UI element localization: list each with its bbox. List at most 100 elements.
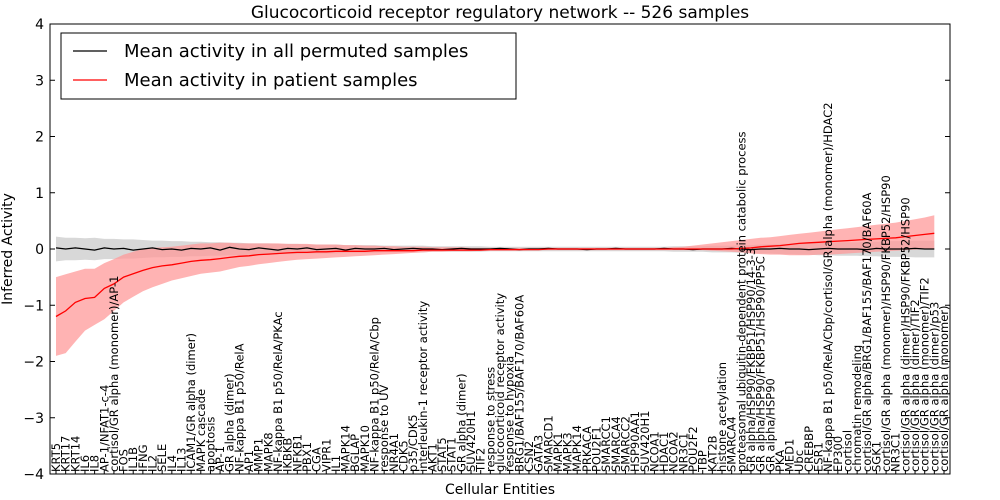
x-tick-label: HSP90AA1 [628,411,642,472]
x-tick-label: response to hypoxia [503,356,517,472]
x-tick-label: CREBBP [802,426,816,472]
x-tick-label: STAT5 [435,437,449,472]
x-tick-label: cortisol/GR alpha (dimer)/HSP90/FKBP52/H… [898,197,912,472]
x-tick-label: AP1 [242,450,256,472]
y-tick-label: −1 [23,298,44,314]
legend: Mean activity in all permuted samples Me… [60,32,517,100]
x-tick-label: NF-kappa B1 p50/RelA/Cbp [368,317,382,472]
x-tick-label: Ubc [792,450,806,472]
x-tick-label: cortisol/GR alpha (monomer) [937,305,951,472]
x-tick-label: glucocorticoid receptor activity [493,293,507,472]
x-tick-label: SMARCC1 [599,416,613,472]
x-tick-label: TIF2 [474,448,488,473]
x-tick-label: GR alpha/HSP90/FKBP51/HSP90/PP5C [754,256,768,472]
x-tick-label: SMARCC2 [619,416,633,472]
x-tick-label: GR alpha (dimer) [223,373,237,472]
x-tick-label: SMARCD1 [541,415,555,472]
x-tick-label: MAPK14 [339,425,353,472]
x-tick-label: MAPK10 [358,425,372,472]
x-tick-label: MAPK14 [570,425,584,472]
series-line-permuted [55,246,935,251]
x-tick-label: MAPK8 [261,432,275,472]
x-tick-label: IKBKB [281,438,295,472]
x-tick-label: CSN2 [522,441,536,472]
x-tick-label: KRT17 [59,436,73,472]
x-tick-label: IL8 [88,455,102,472]
y-tick-labels: −4 −3 −2 −1 0 1 2 3 4 [23,17,44,483]
x-tick-label: histone acetylation [715,362,729,472]
x-tick-label: PRKACA [580,426,594,472]
x-tick-label: cortisol/GR alpha (monomer)/HSP90/FKBP52… [879,175,893,472]
x-tick-label: cortisol/GR alpha (dimer)/p53 [927,302,941,472]
legend-box [60,32,517,100]
x-tick-label: NR4A1 [387,433,401,472]
x-tick-label: chromatin remodeling [850,345,864,472]
x-tick-label: proteasomal ubiquitin-dependent protein … [734,131,748,472]
x-tick-label: ESR1 [812,442,826,472]
x-tick-label: PBX1 [300,442,314,472]
x-tick-label: interleukin-1 receptor activity [416,301,430,472]
x-tick-label: ICAM1/GR alpha (dimer) [184,333,198,472]
x-tick-label: BGLAP [348,434,362,472]
x-tick-label: SUV420H1 [464,411,478,473]
x-tick-label: IL1 [329,455,343,472]
x-tick-label: cortisol/GR alpha/BRG1/BAF155/BAF170/BAF… [860,192,874,472]
y-tick-label: −3 [23,411,44,427]
x-tick-label: IL2 [146,455,160,472]
x-tick-label: KRT14 [68,436,82,472]
chart-title: Glucocorticoid receptor regulatory netwo… [251,3,749,23]
y-tick-label: 2 [35,130,44,146]
x-tick-label: IL6 [78,455,92,472]
x-tick-label: KRT5 [49,443,63,472]
x-tick-label: CDK5 [397,440,411,472]
y-tick-label: −4 [23,467,44,483]
x-tick-label: BRG1/BAF155/BAF170/BAF60A [512,295,526,472]
x-tick-label: AP-1/NFAT1-c-4 [97,385,111,472]
x-tick-label: IFNG [136,444,150,472]
x-tick-label: SMARCA4 [725,416,739,472]
x-tick-label: NF-kappa B1 p50/RelA/PKAc [271,311,285,472]
x-tick-label: IL13 [175,448,189,472]
x-tick-label: GR alpha/HSP90/FKBP51/HSP90/14-3-3 [744,248,758,472]
x-tick-label: VIPR1 [319,438,333,472]
x-tick-label: GATA3 [532,435,546,472]
x-tick-label: PKA [773,450,787,472]
x-tick-label: GR alpha/HSP90 [763,378,777,472]
x-tick-label: HDAC1 [657,432,671,472]
x-tick-label: CGA [310,447,324,472]
x-tick-label: SGK1 [869,441,883,472]
y-tick-label: 4 [35,17,44,33]
legend-label-patient: Mean activity in patient samples [124,70,418,91]
x-tick-label: apoptosis [203,417,217,472]
x-tick-label: STAT1 [445,437,459,472]
x-tick-label: AP-1 [213,446,227,472]
x-tick-label: IL1B [126,447,140,472]
y-axis-label: Inferred Activity [0,193,16,305]
axes-layer [49,23,951,475]
x-tick-label: NF-kappa B1 p50/RelA/Cbp/cortisol/GR alp… [821,102,835,472]
x-tick-label: AKT1 [425,443,439,472]
x-tick-label: response to stress [483,367,497,472]
x-tick-label: TBP [696,450,710,473]
y-tick-label: −2 [23,355,44,371]
x-tick-label: cortisol [841,430,855,472]
series-line-patient [55,232,935,318]
x-tick-label: MMP1 [252,438,266,472]
x-tick-label: p35/CDK5 [406,414,420,472]
x-tick-label: NFKB1 [290,434,304,472]
x-tick-label: SUV420H1 [638,411,652,473]
legend-label-permuted: Mean activity in all permuted samples [124,41,468,62]
y-tick-label: 3 [35,73,44,89]
lines-layer [55,232,935,318]
x-tick-label: SELE [155,444,169,472]
x-tick-label: MED1 [783,439,797,472]
x-tick-label: POU2F2 [686,426,700,472]
x-tick-label: IL4 [165,455,179,472]
x-tick-label: NCOA1 [647,431,661,472]
x-tick-label: NCOA2 [667,431,681,472]
x-tick-label: NR3C1 [676,433,690,472]
x-tick-label: EP300 [831,436,845,472]
x-tick-label: MAPK3 [561,432,575,472]
